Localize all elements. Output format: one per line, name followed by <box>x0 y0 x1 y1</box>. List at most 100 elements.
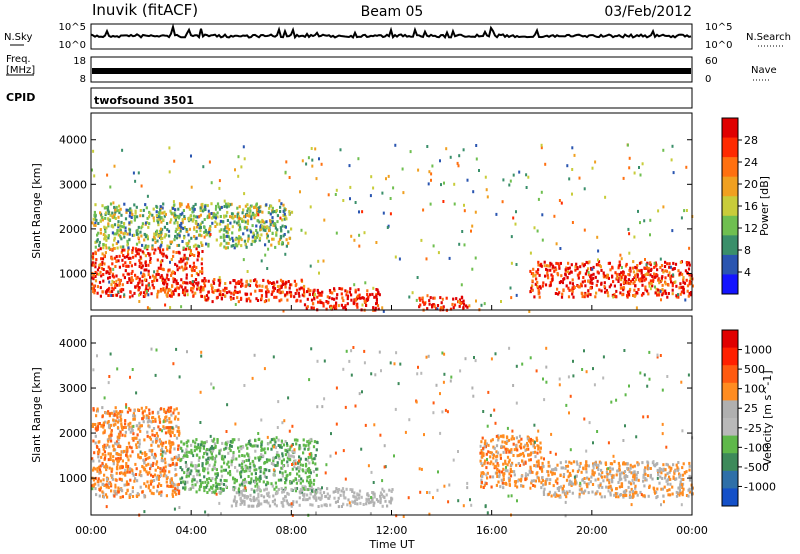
power-cell <box>193 226 196 230</box>
velocity-cell <box>602 479 605 483</box>
power-cell <box>234 214 237 218</box>
velocity-cell <box>175 407 178 411</box>
power-cell <box>145 284 148 288</box>
velocity-cell <box>266 494 269 497</box>
velocity-cell <box>214 481 218 485</box>
velocity-cell <box>96 469 99 473</box>
velocity-cell <box>624 474 627 478</box>
velocity-cell <box>125 480 129 484</box>
power-cell <box>275 295 278 299</box>
power-cell <box>276 220 279 224</box>
power-cell <box>242 145 245 149</box>
velocity-cell <box>143 495 146 499</box>
velocity-cell <box>344 477 347 481</box>
power-cell <box>566 275 569 279</box>
power-cell <box>267 247 270 251</box>
power-cell <box>245 279 248 283</box>
power-cell <box>110 256 113 260</box>
power-cell <box>281 240 284 244</box>
power-cell <box>235 281 238 285</box>
power-cell <box>271 220 274 224</box>
power-cell <box>377 307 380 311</box>
power-cell <box>111 215 114 219</box>
velocity-cell <box>134 477 137 481</box>
power-cell <box>207 244 210 248</box>
power-cell <box>209 225 212 228</box>
velocity-cell <box>255 497 258 501</box>
velocity-cell <box>342 493 345 497</box>
power-cell <box>419 303 422 307</box>
power-cell <box>416 276 419 279</box>
power-cell <box>161 267 164 271</box>
power-cell <box>178 260 181 264</box>
velocity-cell <box>242 460 246 464</box>
power-cell <box>146 237 149 241</box>
power-cell <box>622 288 625 292</box>
power-cell <box>342 199 345 202</box>
velocity-cell <box>591 469 594 473</box>
power-cell <box>135 242 139 246</box>
power-cell <box>128 238 131 242</box>
velocity-cell <box>504 468 507 472</box>
power-cell <box>462 302 466 306</box>
power-cell <box>191 280 194 284</box>
power-cell <box>146 306 149 310</box>
power-cell <box>199 222 202 226</box>
power-cell <box>246 270 249 273</box>
power-cell <box>255 210 259 214</box>
power-cell <box>686 289 689 293</box>
power-cell <box>587 292 590 296</box>
power-cell <box>560 295 564 299</box>
velocity-cell <box>167 463 170 467</box>
power-cell <box>474 256 477 260</box>
power-cell <box>334 193 337 196</box>
power-cell <box>201 250 204 253</box>
freq-band <box>92 68 691 74</box>
velocity-cell <box>674 469 677 473</box>
velocity-cell <box>99 479 102 483</box>
velocity-cell <box>515 364 518 368</box>
power-cell <box>633 288 636 292</box>
velocity-cell <box>244 466 247 470</box>
velocity-cell <box>271 484 274 488</box>
power-cell <box>335 188 338 192</box>
velocity-cell <box>91 487 94 491</box>
power-cell <box>130 220 133 224</box>
velocity-cell <box>158 418 161 421</box>
power-cell <box>140 261 143 265</box>
velocity-cell <box>484 445 487 449</box>
power-cell <box>119 224 122 228</box>
velocity-cell <box>190 469 193 473</box>
velocity-cell <box>198 449 202 453</box>
velocity-cell <box>542 490 545 494</box>
power-cell <box>249 299 252 303</box>
power-cell <box>92 290 95 294</box>
velocity-cell <box>274 440 277 444</box>
velocity-cell <box>273 498 276 502</box>
velocity-cell <box>108 466 111 470</box>
velocity-cell <box>195 490 198 494</box>
velocity-cell <box>160 490 163 494</box>
velocity-cell <box>500 478 503 482</box>
power-cell <box>300 278 303 282</box>
velocity-cell <box>666 463 669 467</box>
velocity-cell <box>675 490 678 494</box>
power-cell <box>295 282 298 286</box>
power-cell <box>189 249 192 253</box>
velocity-cell <box>326 492 329 496</box>
velocity-cell <box>176 429 179 433</box>
velocity-cell <box>335 487 338 491</box>
velocity-cell <box>539 466 542 470</box>
velocity-cell <box>533 440 536 444</box>
power-cell <box>157 211 160 215</box>
velocity-cell <box>155 431 158 435</box>
velocity-cell <box>291 454 294 458</box>
velocity-cell <box>175 347 178 351</box>
velocity-cell <box>486 424 489 428</box>
velocity-cell <box>270 447 273 451</box>
freq-right-tick-top: 60 <box>705 56 718 67</box>
velocity-cell <box>233 477 237 481</box>
velocity-cell <box>378 350 381 354</box>
velocity-cell <box>226 440 229 444</box>
power-cell <box>652 278 655 282</box>
